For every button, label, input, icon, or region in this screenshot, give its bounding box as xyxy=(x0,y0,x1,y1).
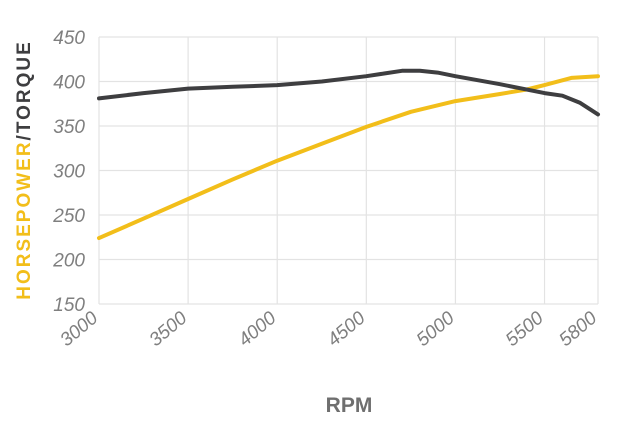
series-lines xyxy=(97,68,600,241)
series-line-1 xyxy=(97,74,600,241)
series-line-2 xyxy=(97,68,600,117)
x-tick-label: 3500 xyxy=(145,307,191,351)
x-tick-label: 5500 xyxy=(502,307,548,351)
x-axis-label: RPM xyxy=(326,394,373,417)
y-tick-labels: 150 200 250 300 350 400 450 xyxy=(52,28,85,316)
y-axis-label-part-2: /TORQUE xyxy=(14,40,35,140)
x-tick-label: 4500 xyxy=(324,307,370,351)
y-tick-label: 200 xyxy=(52,251,85,272)
y-axis-label: HORSEPOWER/TORQUE xyxy=(14,40,35,300)
y-tick-label: 250 xyxy=(52,206,85,227)
x-tick-label: 5000 xyxy=(413,307,459,351)
y-tick-label: 450 xyxy=(53,28,85,49)
y-tick-label: 300 xyxy=(53,162,85,183)
x-tick-label: 5800 xyxy=(555,307,601,351)
y-tick-label: 350 xyxy=(53,117,85,138)
y-tick-label: 400 xyxy=(53,73,85,94)
grid xyxy=(98,36,599,305)
x-tick-label: 4000 xyxy=(235,307,281,351)
x-tick-labels: 3000 3500 4000 4500 5000 5500 5800 xyxy=(56,307,601,351)
y-tick-label: 150 xyxy=(53,295,85,316)
y-axis-label-part-1: HORSEPOWER xyxy=(14,140,35,299)
